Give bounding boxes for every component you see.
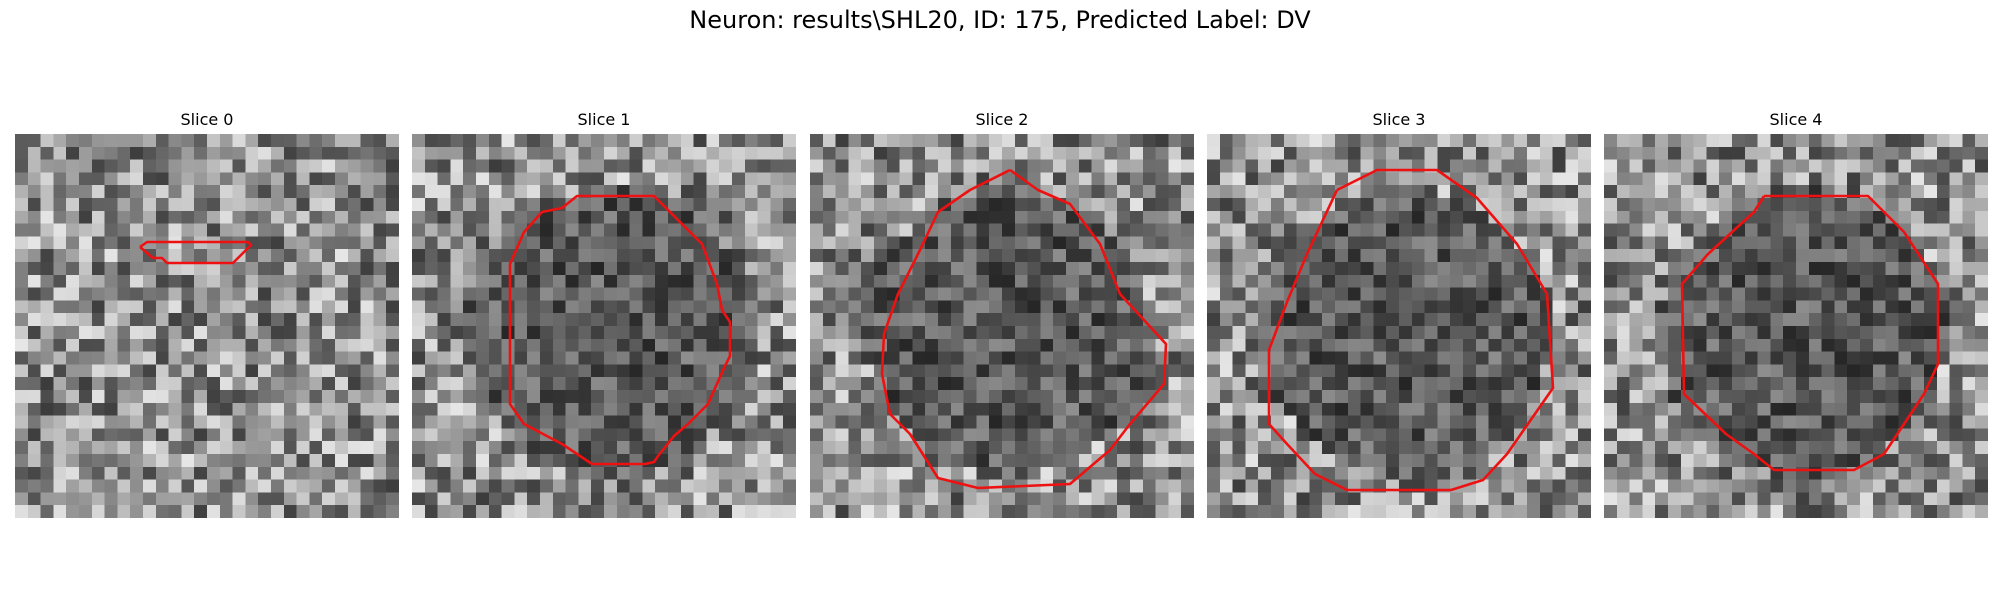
slice-panel-3: Slice 3	[1207, 106, 1591, 518]
roi-contour-2	[880, 168, 1168, 490]
slice-image-3	[1207, 134, 1591, 518]
slice-title-2: Slice 2	[975, 110, 1029, 129]
roi-contour-0	[139, 240, 253, 265]
roi-contour-3	[1267, 168, 1555, 492]
roi-contour-4	[1680, 194, 1940, 472]
slice-image-0	[15, 134, 399, 518]
figure-title: Neuron: results\SHL20, ID: 175, Predicte…	[689, 6, 1311, 34]
slice-title-1: Slice 1	[577, 110, 631, 129]
slice-title-0: Slice 0	[180, 110, 234, 129]
roi-contour-1	[508, 194, 732, 466]
slice-image-1	[412, 134, 796, 518]
slice-title-4: Slice 4	[1769, 110, 1823, 129]
slice-panel-4: Slice 4	[1604, 106, 1988, 518]
slice-image-4	[1604, 134, 1988, 518]
slice-panel-0: Slice 0	[15, 106, 399, 518]
slice-panel-2: Slice 2	[810, 106, 1194, 518]
slice-title-3: Slice 3	[1372, 110, 1426, 129]
slice-image-2	[810, 134, 1194, 518]
slice-panel-1: Slice 1	[412, 106, 796, 518]
